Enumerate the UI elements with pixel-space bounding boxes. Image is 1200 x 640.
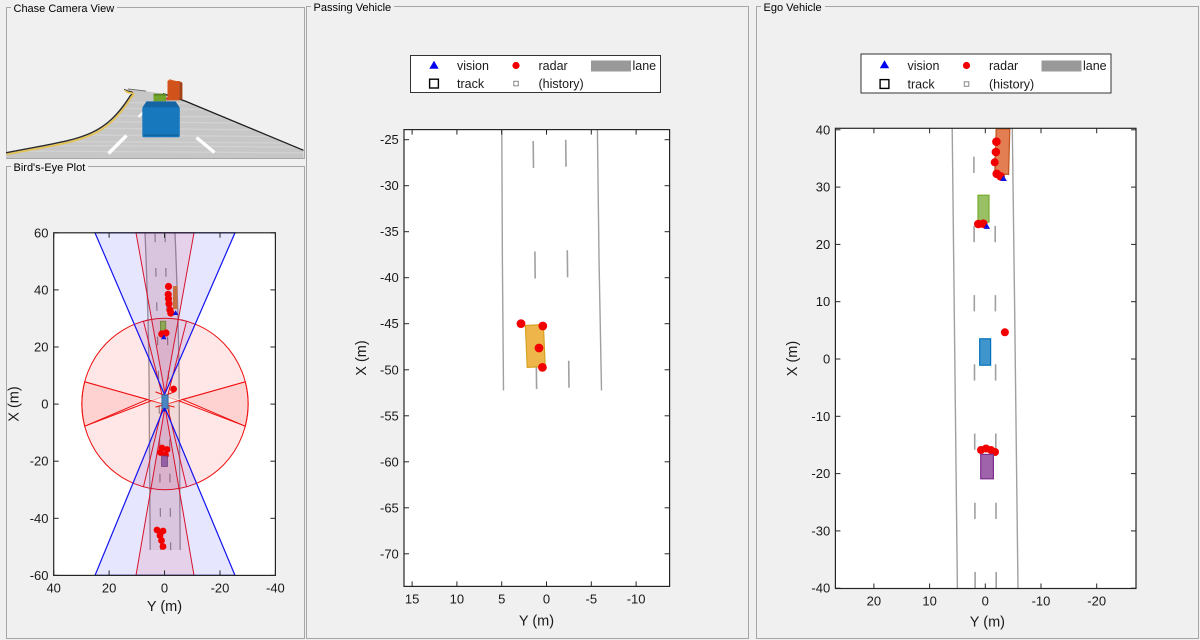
svg-text:-45: -45 (380, 316, 399, 331)
svg-text:-70: -70 (380, 546, 399, 561)
svg-text:track: track (908, 78, 936, 92)
svg-text:-40: -40 (30, 511, 49, 526)
svg-text:0: 0 (823, 352, 830, 367)
svg-text:0: 0 (41, 397, 48, 412)
svg-text:0: 0 (543, 592, 550, 607)
svg-text:track: track (457, 77, 485, 91)
svg-text:lane: lane (633, 59, 657, 73)
svg-text:30: 30 (816, 180, 830, 195)
svg-text:radar: radar (989, 59, 1018, 73)
svg-text:vision: vision (908, 59, 940, 73)
svg-text:vision: vision (457, 59, 489, 73)
svg-text:Y (m): Y (m) (519, 614, 554, 630)
svg-text:-10: -10 (1032, 594, 1051, 609)
svg-text:-65: -65 (380, 500, 399, 515)
svg-text:Y (m): Y (m) (970, 615, 1005, 631)
svg-text:15: 15 (405, 592, 419, 607)
svg-text:-20: -20 (30, 454, 49, 469)
svg-text:60: 60 (34, 225, 48, 240)
svg-text:0: 0 (161, 581, 168, 596)
svg-text:20: 20 (867, 594, 881, 609)
svg-text:-40: -40 (266, 581, 285, 596)
svg-text:20: 20 (816, 237, 830, 252)
svg-text:5: 5 (498, 592, 505, 607)
svg-text:-40: -40 (811, 581, 830, 596)
svg-text:X (m): X (m) (785, 341, 801, 376)
svg-text:10: 10 (816, 294, 830, 309)
svg-text:-25: -25 (380, 132, 399, 147)
svg-text:radar: radar (539, 59, 568, 73)
svg-text:-60: -60 (380, 454, 399, 469)
svg-text:10: 10 (450, 592, 464, 607)
svg-text:-20: -20 (1087, 594, 1106, 609)
svg-text:-40: -40 (380, 270, 399, 285)
svg-text:(history): (history) (539, 77, 584, 91)
svg-text:-10: -10 (627, 592, 646, 607)
svg-text:40: 40 (46, 581, 60, 596)
svg-text:20: 20 (34, 340, 48, 355)
svg-text:10: 10 (922, 594, 936, 609)
svg-text:-5: -5 (586, 592, 598, 607)
svg-text:lane: lane (1083, 59, 1107, 73)
svg-text:-30: -30 (380, 178, 399, 193)
svg-text:-60: -60 (30, 568, 49, 583)
svg-text:-55: -55 (380, 408, 399, 423)
svg-text:(history): (history) (989, 78, 1034, 92)
svg-text:-20: -20 (211, 581, 230, 596)
svg-text:40: 40 (816, 122, 830, 137)
svg-text:-20: -20 (811, 466, 830, 481)
svg-text:0: 0 (982, 594, 989, 609)
svg-text:-30: -30 (811, 523, 830, 538)
svg-text:20: 20 (102, 581, 116, 596)
svg-text:-50: -50 (380, 362, 399, 377)
svg-text:X (m): X (m) (354, 340, 370, 375)
svg-text:Y (m): Y (m) (147, 599, 182, 615)
svg-text:-35: -35 (380, 224, 399, 239)
svg-text:-10: -10 (811, 409, 830, 424)
svg-text:40: 40 (34, 282, 48, 297)
svg-text:X (m): X (m) (7, 386, 23, 421)
